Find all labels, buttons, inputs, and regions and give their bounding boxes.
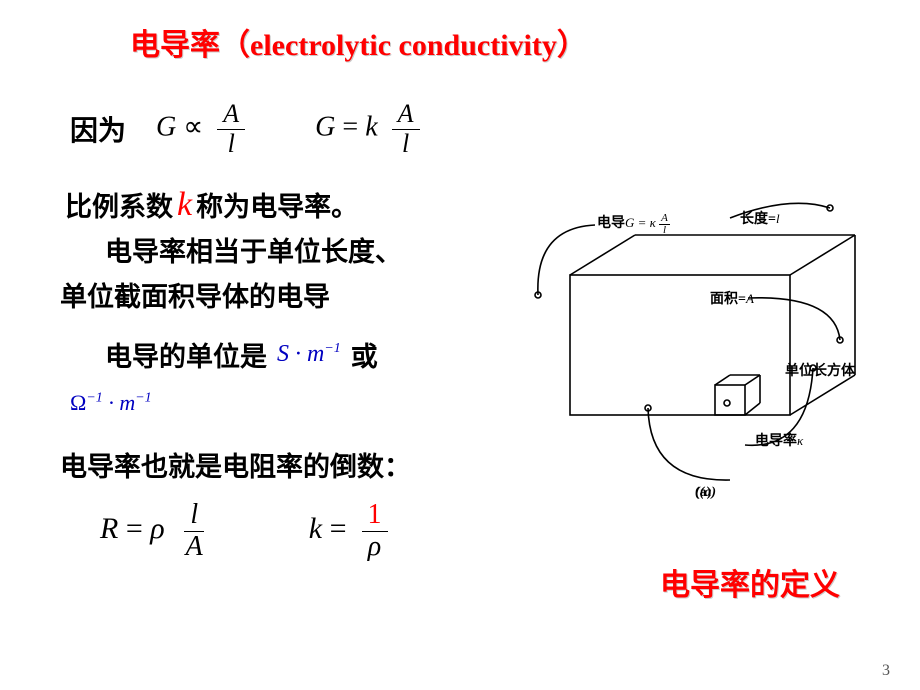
formula-row: R = ρ lA k = 1ρ (100, 500, 388, 563)
cuboid-svg (530, 190, 890, 520)
line7-text: 电导率也就是电阻率的倒数： (60, 445, 411, 484)
line4-text: 单位截面积导体的电导 (60, 275, 330, 314)
subtitle: 电导率的定义 (660, 560, 840, 604)
cuboid-diagram: 电导G = κ Al 长度=l 面积=A 单位长方体 电导率κ ((a) (a) (530, 190, 890, 520)
k-symbol-red: k (173, 186, 196, 224)
diagram-caption-real: (a) (695, 485, 711, 501)
label-kappa: 电导率κ (755, 430, 803, 450)
formula-k: k = 1ρ (309, 500, 388, 563)
label-length: 长度=l (740, 208, 780, 228)
because-text: 因为 (70, 109, 126, 149)
page-number: 3 (882, 662, 890, 680)
line5-text: 电导的单位是 S · m−1 或 (105, 335, 378, 374)
ratio-pre: 比例系数 (65, 185, 173, 224)
label-conductance: 电导G = κ Al (597, 212, 670, 236)
line3-text: 电导率相当于单位长度、 (105, 230, 402, 269)
formula-r: R = ρ lA (100, 500, 209, 563)
ratio-post: 称为电导率。 (196, 185, 358, 224)
unit-sm: S · m−1 (277, 341, 341, 368)
label-unit-cuboid: 单位长方体 (785, 360, 855, 380)
line-because: 因为 G ∝ Al G = k Al (70, 100, 420, 158)
unit-ohm: Ω−1 · m−1 (70, 390, 152, 416)
label-area: 面积=A (710, 288, 754, 308)
page-title: 电导率（electrolytic conductivity） (130, 20, 587, 64)
line-ratio: 比例系数 k 称为电导率。 (65, 185, 358, 224)
formula-g-propto: G ∝ Al (156, 100, 245, 158)
formula-g-eq: G = k Al (315, 100, 419, 158)
